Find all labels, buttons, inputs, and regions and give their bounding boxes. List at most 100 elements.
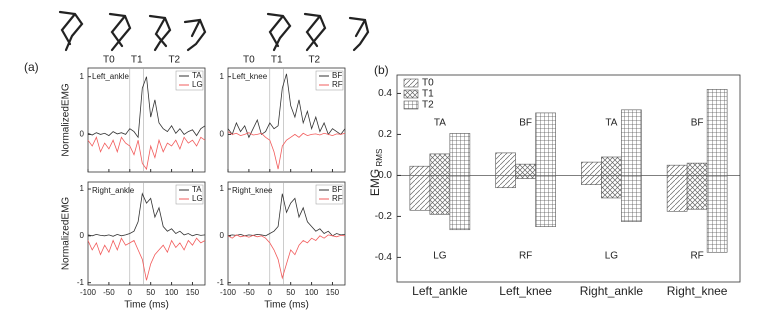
upper-muscle-label: BF bbox=[691, 118, 704, 129]
bar-lower bbox=[581, 175, 602, 185]
plot-frame bbox=[227, 67, 346, 173]
lower-muscle-label: RF bbox=[519, 251, 532, 262]
bar-upper bbox=[409, 165, 431, 176]
bar-lower bbox=[621, 175, 642, 222]
bar-lower bbox=[706, 175, 728, 253]
legend-box bbox=[175, 184, 204, 205]
upper-muscle-label: BF bbox=[519, 118, 532, 129]
phase-label: T0 bbox=[243, 55, 255, 66]
x-tick-label: 150 bbox=[186, 288, 200, 297]
legend-box bbox=[175, 70, 204, 91]
bar-upper bbox=[686, 162, 708, 176]
y-tick-label: 0.0 bbox=[378, 170, 392, 181]
legend-label: RF bbox=[332, 80, 343, 89]
upper-muscle-label: TA bbox=[605, 118, 617, 129]
legend-label: T1 bbox=[422, 89, 434, 100]
y-tick-label: 0 bbox=[80, 130, 85, 139]
bar-lower bbox=[429, 175, 451, 215]
subplot-title: Right_knee bbox=[232, 186, 273, 195]
bar-lower bbox=[686, 175, 708, 210]
panel-label: (b) bbox=[374, 63, 389, 77]
subplot-title: Left_knee bbox=[232, 72, 268, 81]
category-label: Right_knee bbox=[667, 284, 728, 298]
x-tick-label: 0 bbox=[268, 288, 273, 297]
y-axis-label-sub: RMS bbox=[375, 149, 384, 167]
bar-lower bbox=[515, 175, 536, 179]
lower-muscle-label: RF bbox=[690, 251, 703, 262]
x-tick-label: 100 bbox=[305, 288, 319, 297]
plot-frame bbox=[227, 181, 346, 286]
y-tick-label: -0.2 bbox=[375, 211, 393, 222]
bar-lower bbox=[449, 175, 471, 231]
x-tick-label: 0 bbox=[128, 288, 133, 297]
y-tick-label: 0 bbox=[220, 130, 225, 139]
lower-muscle-label: LG bbox=[605, 251, 619, 262]
bar-lower bbox=[666, 175, 688, 212]
bar-upper bbox=[666, 164, 688, 176]
emg-line bbox=[227, 234, 346, 280]
x-tick-label: -100 bbox=[220, 288, 237, 297]
lower-muscle-label: LG bbox=[433, 251, 447, 262]
x-tick-label: -100 bbox=[80, 288, 97, 297]
y-tick-label: -1 bbox=[217, 278, 225, 287]
phase-label: T1 bbox=[271, 55, 283, 66]
bar-upper bbox=[601, 156, 622, 176]
skeleton-icons bbox=[58, 10, 370, 52]
y-tick-label: 1 bbox=[220, 184, 225, 193]
bar-upper bbox=[495, 152, 516, 176]
y-axis-label: EMG bbox=[368, 169, 382, 196]
y-tick-label: 0.2 bbox=[378, 129, 392, 140]
bar-upper bbox=[535, 112, 556, 176]
legend-label: LG bbox=[192, 80, 203, 89]
bar-upper bbox=[581, 161, 602, 176]
y-tick-label: 0.4 bbox=[378, 88, 392, 99]
bar-upper bbox=[449, 133, 471, 176]
legend-swatch bbox=[403, 89, 419, 99]
legend-label: BF bbox=[332, 71, 342, 80]
y-tick-label: -1 bbox=[77, 278, 85, 287]
legend-box bbox=[315, 70, 344, 91]
x-axis-label: Time (ms) bbox=[124, 300, 169, 311]
category-label: Left_knee bbox=[499, 284, 552, 298]
bar-upper bbox=[429, 153, 451, 176]
panel-label: (a) bbox=[24, 60, 39, 74]
legend-swatch bbox=[403, 100, 419, 110]
bar-upper bbox=[706, 89, 728, 176]
subplot-title: Left_ankle bbox=[92, 72, 129, 81]
legend-label: T2 bbox=[422, 100, 434, 111]
emg-line bbox=[87, 76, 206, 139]
y-tick-label: -0.4 bbox=[375, 252, 393, 263]
bar-lower bbox=[409, 175, 431, 211]
x-axis-label: Time (ms) bbox=[264, 300, 309, 311]
y-axis-label: NormalizedEMG bbox=[61, 83, 72, 157]
phase-label: T2 bbox=[308, 55, 320, 66]
bar-lower bbox=[495, 175, 516, 189]
category-label: Right_ankle bbox=[580, 284, 644, 298]
emg-line bbox=[227, 131, 346, 170]
bar-lower bbox=[601, 175, 622, 199]
x-tick-label: -50 bbox=[103, 288, 115, 297]
emg-line bbox=[227, 193, 346, 237]
plot-frame bbox=[87, 67, 206, 173]
emg-line bbox=[87, 192, 206, 237]
y-tick-label: 1 bbox=[80, 184, 85, 193]
y-axis-label: NormalizedEMG bbox=[61, 197, 72, 271]
bar-upper bbox=[621, 109, 642, 176]
y-tick-label: 1 bbox=[220, 72, 225, 81]
phase-label: T1 bbox=[131, 55, 143, 66]
plot-frame bbox=[87, 181, 206, 286]
bar-lower bbox=[535, 175, 556, 227]
legend-label: TA bbox=[192, 71, 202, 80]
x-tick-label: -50 bbox=[243, 288, 255, 297]
legend-label: BF bbox=[332, 185, 342, 194]
x-tick-label: 100 bbox=[165, 288, 179, 297]
emg-line bbox=[227, 73, 346, 139]
phase-label: T2 bbox=[168, 55, 180, 66]
legend-box bbox=[315, 184, 344, 205]
legend-label: TA bbox=[192, 185, 202, 194]
y-tick-label: 0 bbox=[220, 231, 225, 240]
legend-label: RF bbox=[332, 194, 343, 203]
x-tick-label: 50 bbox=[146, 288, 155, 297]
legend-swatch bbox=[403, 78, 419, 88]
